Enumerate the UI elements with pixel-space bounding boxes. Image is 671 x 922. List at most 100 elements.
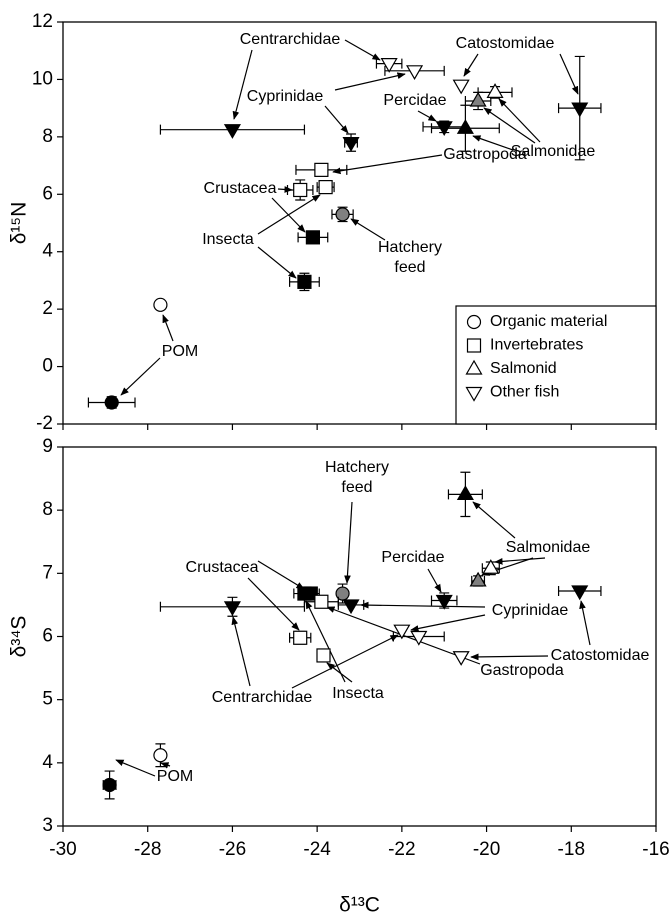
data-point <box>393 624 411 640</box>
legend-marker <box>466 314 482 330</box>
annotation-arrow <box>162 314 174 342</box>
y-axis-label: δ¹⁵N <box>8 202 31 245</box>
y-tick-label: 4 <box>42 752 53 773</box>
data-point <box>435 594 453 610</box>
data-point <box>571 585 589 601</box>
legend-marker <box>465 386 483 402</box>
annotation-arrow <box>231 616 251 687</box>
x-tick-label: -22 <box>388 839 415 860</box>
data-point <box>342 599 360 615</box>
annotation-arrow <box>463 53 479 77</box>
annotation: Centrarchidae <box>211 689 313 706</box>
data-point <box>482 559 500 574</box>
y-tick-label: 8 <box>42 126 53 147</box>
x-tick-label: -26 <box>219 839 246 860</box>
annotation: Catostomidae <box>550 647 650 664</box>
annotation-arrow <box>494 557 546 565</box>
y-tick-label: 9 <box>42 436 53 457</box>
data-point <box>342 137 360 152</box>
annotation: Gastropoda <box>443 146 527 163</box>
legend-box <box>455 305 657 425</box>
x-tick-label: -18 <box>558 839 585 860</box>
annotation: Percidae <box>381 549 445 566</box>
annotation-arrow <box>344 501 353 584</box>
y-tick-label: 2 <box>42 298 53 319</box>
y-tick-label: 4 <box>42 241 53 262</box>
annotation: Hatchery feed <box>377 239 443 276</box>
data-point <box>102 777 117 793</box>
annotation-arrow <box>427 568 442 593</box>
annotation-arrow <box>334 72 406 91</box>
annotation: Crustacea <box>185 559 259 576</box>
annotation-arrow <box>232 49 253 120</box>
annotation: Hatchery feed <box>324 459 390 496</box>
y-tick-label: 3 <box>42 815 53 836</box>
annotation-arrow <box>498 98 541 143</box>
annotation-arrow <box>257 194 321 235</box>
annotation: Cyprinidae <box>246 88 324 105</box>
y-tick-label: 10 <box>32 68 53 89</box>
data-point <box>571 102 589 118</box>
annotation-arrow <box>360 601 486 609</box>
annotation-arrow <box>579 600 591 646</box>
data-point <box>469 571 487 587</box>
annotation-arrow <box>160 762 171 769</box>
annotation: Insecta <box>332 685 384 702</box>
data-point <box>153 297 168 312</box>
y-tick-label: 12 <box>32 11 53 32</box>
x-tick-label: -28 <box>134 839 161 860</box>
data-point <box>293 630 308 645</box>
annotation: Crustacea <box>203 180 277 197</box>
annotation-arrow <box>332 154 443 175</box>
annotation: Insecta <box>202 231 254 248</box>
x-tick-label: -24 <box>303 839 331 860</box>
annotation: Gastropoda <box>480 662 564 679</box>
data-point <box>380 58 398 73</box>
annotation: Cyprinidae <box>491 602 569 619</box>
plot-frame <box>62 21 657 425</box>
y-tick-label: -2 <box>36 413 53 434</box>
data-point <box>452 651 470 666</box>
data-point <box>305 230 321 245</box>
y-tick-label: 5 <box>42 689 53 710</box>
data-point <box>456 485 474 500</box>
annotation-arrow <box>291 634 399 689</box>
annotation-arrow <box>247 577 300 631</box>
annotation-arrow <box>120 357 161 396</box>
annotation-arrow <box>257 560 305 590</box>
data-point <box>316 648 331 663</box>
annotation: Salmonidae <box>510 143 596 160</box>
legend-label: Invertebrates <box>490 337 583 354</box>
data-point <box>318 180 333 195</box>
y-tick-label: 6 <box>42 626 53 647</box>
annotation-arrow <box>472 135 514 151</box>
legend-marker <box>465 359 483 375</box>
y-axis-label: δ³⁴S <box>8 616 31 658</box>
data-point <box>486 83 504 98</box>
data-point <box>223 601 241 617</box>
annotation-arrow <box>257 246 297 279</box>
annotation-arrow <box>417 110 437 122</box>
plot-frame <box>62 446 657 827</box>
data-point <box>314 594 329 609</box>
legend-label: Other fish <box>490 384 559 401</box>
data-point <box>153 748 168 763</box>
annotation-arrow <box>483 107 536 144</box>
data-point <box>410 630 428 646</box>
data-point <box>314 162 329 177</box>
x-axis-label: δ¹³C <box>339 894 380 917</box>
annotation-arrow <box>305 600 346 683</box>
y-tick-label: 8 <box>42 499 53 520</box>
annotation: POM <box>161 343 199 360</box>
y-tick-label: 6 <box>42 183 53 204</box>
annotation-arrow <box>559 53 579 95</box>
data-point <box>335 207 350 222</box>
annotation-arrow <box>470 653 549 661</box>
data-point <box>303 586 318 601</box>
legend-label: Organic material <box>490 313 607 330</box>
data-point <box>469 91 487 107</box>
data-point <box>406 65 424 81</box>
legend-marker <box>466 338 482 353</box>
y-tick-label: 0 <box>42 356 53 377</box>
